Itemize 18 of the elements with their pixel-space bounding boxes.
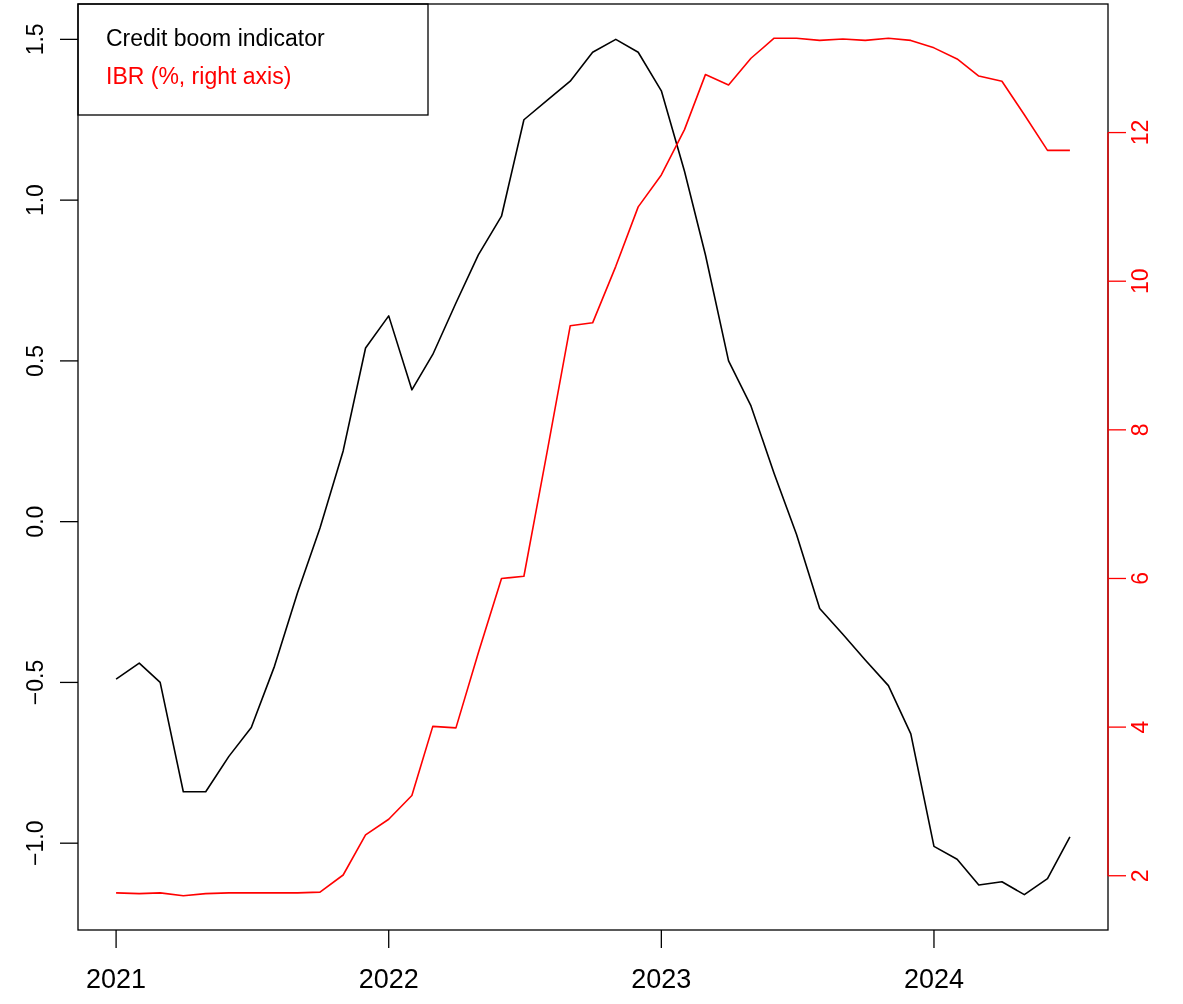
- y-tick-label: 0.0: [22, 505, 48, 538]
- y2-tick-label: 12: [1127, 119, 1153, 146]
- x-tick-label: 2021: [86, 964, 147, 994]
- y-tick-label: 1.0: [22, 184, 48, 217]
- y-tick-label: −0.5: [22, 659, 48, 706]
- y-tick-label: 0.5: [22, 344, 48, 377]
- y2-tick-label: 6: [1127, 572, 1153, 585]
- x-tick-label: 2024: [903, 964, 965, 994]
- text: IBR (%, right axis): [106, 63, 292, 89]
- x-tick-label: 2023: [631, 964, 692, 994]
- x-tick-label: 2022: [358, 964, 419, 994]
- y2-tick-label: 2: [1127, 869, 1153, 883]
- y-tick-label: −1.0: [22, 820, 48, 866]
- y2-tick-label: 4: [1127, 720, 1153, 734]
- legend-label: Credit boom indicator: [106, 25, 325, 51]
- y2-tick-label: 8: [1127, 423, 1153, 437]
- y2-tick-label: 10: [1127, 268, 1153, 294]
- y-tick-label: 1.5: [22, 23, 48, 56]
